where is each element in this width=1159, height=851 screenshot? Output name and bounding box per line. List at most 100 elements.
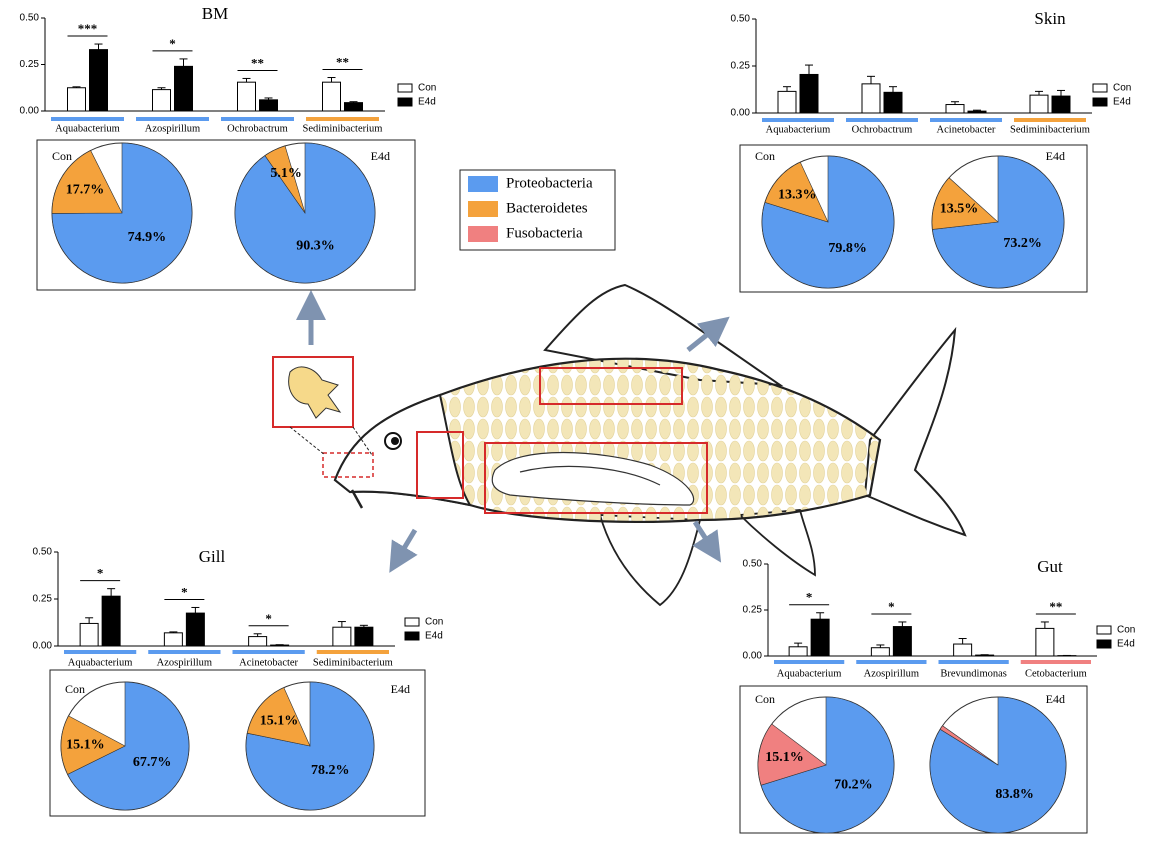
pie-value-label: 17.7%	[66, 183, 105, 198]
pie-title: E4d	[1046, 149, 1065, 163]
bar	[870, 647, 890, 657]
pie-slice	[60, 715, 126, 775]
y-tick-label: 0.50	[731, 14, 751, 25]
bar	[322, 81, 341, 112]
chart-title: Skin	[1034, 9, 1066, 28]
significance-label: *	[265, 611, 272, 626]
bar	[1029, 94, 1049, 114]
legend-label: Proteobacteria	[506, 175, 593, 191]
gut-box	[484, 442, 708, 514]
y-tick-label: 0.25	[20, 59, 40, 70]
bar	[788, 646, 808, 657]
bar	[174, 65, 193, 112]
y-tick-label: 0.25	[743, 605, 763, 616]
x-tick-label: Acinetobacter	[239, 657, 298, 668]
pie-value-label: 5.1%	[270, 166, 302, 181]
pie-slice	[931, 177, 999, 230]
pie-value-label: 90.3%	[296, 239, 335, 254]
bar	[799, 73, 819, 114]
pie-slice	[764, 161, 829, 223]
mouth-box	[322, 452, 374, 478]
tail-fin	[863, 326, 967, 537]
x-tick-label: Azospirillum	[864, 668, 919, 679]
legend-swatch	[404, 631, 420, 641]
skin-box	[539, 367, 683, 405]
gill-box	[416, 431, 464, 499]
pie-title: Con	[755, 149, 775, 163]
legend-swatch	[1096, 625, 1112, 635]
x-tick-label: Azospirillum	[157, 657, 212, 668]
y-tick-label: 0.50	[20, 13, 40, 24]
pie-value-label: 83.8%	[995, 787, 1034, 802]
pie-panel	[36, 139, 416, 291]
bar	[185, 612, 205, 647]
bar	[883, 91, 903, 114]
legend-label: Con	[425, 617, 443, 628]
significance-label: *	[888, 599, 895, 614]
bar	[237, 81, 256, 112]
pie-value-label: 13.5%	[940, 202, 979, 217]
bar	[67, 87, 86, 112]
y-tick-label: 0.00	[33, 641, 53, 652]
significance-label: *	[97, 566, 104, 581]
pie-value-label: 70.2%	[834, 777, 873, 792]
bar	[777, 90, 797, 114]
legend-swatch	[468, 226, 498, 242]
x-tick-label: Ochrobactrum	[227, 123, 288, 134]
pie-slice	[939, 725, 999, 766]
anal-fin	[737, 509, 816, 577]
chart-title: Gill	[199, 547, 226, 566]
bar	[248, 636, 268, 647]
legend-swatch	[468, 201, 498, 217]
bar	[892, 626, 912, 657]
arrow-gill	[389, 528, 418, 573]
y-tick-label: 0.25	[33, 594, 53, 605]
pupil	[391, 437, 399, 445]
y-tick-label: 0.50	[33, 547, 53, 558]
legend-label: Fusobacteria	[506, 225, 583, 241]
x-tick-label: Sediminibacterium	[1010, 124, 1090, 135]
pie-slice	[51, 150, 123, 214]
y-tick-label: 0.50	[743, 559, 763, 570]
bar	[861, 83, 881, 114]
legend-label: E4d	[1117, 639, 1135, 650]
pie-slice	[264, 145, 306, 214]
x-tick-label: Sediminibacterium	[313, 657, 393, 668]
pie-panel	[49, 669, 426, 817]
significance-label: **	[336, 55, 349, 70]
y-tick-label: 0.25	[731, 61, 751, 72]
bar	[953, 643, 973, 657]
x-tick-label: Aquabacterium	[68, 657, 133, 668]
legend-label: Bacteroidetes	[506, 200, 588, 216]
legend-swatch	[397, 83, 413, 93]
legend-label: E4d	[418, 97, 436, 108]
bar	[79, 622, 99, 647]
x-tick-label: Ochrobactrum	[852, 124, 913, 135]
pie-title: E4d	[1046, 692, 1065, 706]
x-tick-label: Aquabacterium	[55, 123, 120, 134]
pie-value-label: 67.7%	[133, 755, 172, 770]
x-tick-label: Cetobacterium	[1025, 668, 1087, 679]
y-tick-label: 0.00	[743, 651, 763, 662]
significance-label: ***	[78, 21, 98, 36]
legend-swatch	[1092, 97, 1108, 107]
legend-swatch	[404, 617, 420, 627]
pie-title: E4d	[371, 149, 390, 163]
pie-slice	[760, 696, 895, 834]
legend-label: E4d	[1113, 97, 1131, 108]
bm-shape	[288, 366, 342, 419]
pie-value-label: 79.8%	[828, 241, 867, 256]
pie-slice	[67, 681, 190, 811]
arrow-skin	[686, 316, 730, 352]
bar	[810, 618, 830, 657]
x-tick-label: Azospirillum	[145, 123, 200, 134]
x-tick-label: Aquabacterium	[766, 124, 831, 135]
arrow-gut	[692, 520, 722, 563]
x-tick-label: Brevundimonas	[940, 668, 1007, 679]
pie-slice	[757, 723, 827, 786]
significance-label: *	[181, 584, 188, 599]
x-tick-label: Acinetobacter	[937, 124, 996, 135]
bar	[101, 595, 121, 647]
